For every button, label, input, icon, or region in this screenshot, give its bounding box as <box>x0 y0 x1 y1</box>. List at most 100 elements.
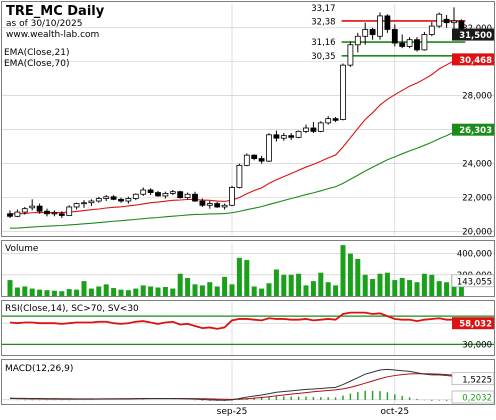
volume-bar <box>133 288 139 296</box>
volume-bar <box>140 285 146 296</box>
volume-bar <box>370 279 376 296</box>
volume-bar <box>111 288 117 296</box>
candle-body <box>384 15 391 30</box>
volume-bar <box>310 281 316 296</box>
candle-body <box>451 20 457 24</box>
macd-hist-tag-bg <box>451 390 495 404</box>
candle-body <box>428 25 435 35</box>
volume-bar <box>74 289 80 296</box>
volume-bar <box>333 285 339 296</box>
ema21-line <box>9 58 462 215</box>
candle-body <box>288 135 295 138</box>
level-label: 31,16 <box>311 38 335 48</box>
volume-bar <box>384 272 390 296</box>
watermark: www.wealth-lab.com <box>6 30 99 40</box>
candle-body <box>140 189 147 195</box>
candle-body <box>377 15 383 37</box>
candle-body <box>44 210 50 215</box>
volume-bar <box>103 284 109 296</box>
candle-body <box>266 134 272 162</box>
price-y-tick-label: 20,000 <box>462 228 492 238</box>
legend-ema21: EMA(Close,21) <box>4 48 69 58</box>
volume-bar <box>44 290 50 296</box>
volume-bar <box>318 272 324 296</box>
candle-body <box>103 196 110 199</box>
candle-body <box>369 29 376 35</box>
volume-bar <box>407 280 413 296</box>
candle-body <box>118 198 124 202</box>
x-tick-label-sep: sep-25 <box>217 407 248 417</box>
volume-bar <box>155 287 161 296</box>
volume-bar <box>303 285 309 296</box>
candle-body <box>362 29 369 37</box>
volume-bar <box>125 290 131 296</box>
level-label: 30,35 <box>311 52 335 62</box>
volume-bar <box>229 284 235 296</box>
volume-value-tag: 143,055 <box>457 277 492 287</box>
level-label: 32,38 <box>311 17 335 27</box>
volume-bar <box>347 253 353 296</box>
candle-body <box>29 205 36 209</box>
macd-line <box>9 368 462 401</box>
volume-bar <box>340 245 346 296</box>
candle-body <box>58 213 65 216</box>
rsi-panel <box>1 300 495 356</box>
volume-bar <box>207 282 213 296</box>
candle-body <box>147 189 154 193</box>
volume-bar <box>14 287 20 296</box>
rsi-y-tick-label: 30,000 <box>462 340 492 350</box>
rsi-value-tag-bg <box>452 317 494 330</box>
candle-body <box>347 44 354 66</box>
volume-bar <box>88 288 94 296</box>
candle-body <box>391 29 398 44</box>
volume-bar <box>325 282 331 296</box>
volume-bar <box>162 286 168 296</box>
candle-body <box>317 122 324 132</box>
volume-bar <box>7 280 13 296</box>
ema70-value-tag-bg <box>452 123 494 136</box>
volume-bar <box>214 286 220 296</box>
volume-bar <box>81 281 87 296</box>
candle-body <box>36 205 43 212</box>
candle-body <box>88 200 95 204</box>
candle-body <box>436 13 443 27</box>
candle-body <box>184 193 191 199</box>
macd-value-tag: 1,5225 <box>462 375 492 385</box>
volume-bar <box>222 276 228 296</box>
volume-bar <box>66 289 72 296</box>
close-value-tag-bg <box>452 28 494 41</box>
volume-bar <box>266 283 272 296</box>
candle-body <box>155 192 161 197</box>
volume-bar <box>273 269 279 296</box>
candle-body <box>66 206 73 216</box>
ema70-value-tag: 26,303 <box>459 126 492 136</box>
candle-body <box>414 39 420 51</box>
candle-body <box>95 198 102 202</box>
volume-bar <box>236 257 242 296</box>
level-label: 33,17 <box>311 4 335 14</box>
volume-bar <box>251 286 257 296</box>
macd-hist-tag: 0,2032 <box>462 394 492 404</box>
rsi-title: RSI(Close,14), SC>70, SV<30 <box>5 304 139 314</box>
candle-body <box>332 118 339 121</box>
volume-bar <box>429 274 435 296</box>
candle-body <box>406 39 413 47</box>
candle-body <box>199 200 206 206</box>
volume-bar <box>185 277 191 296</box>
candle-body <box>21 208 28 213</box>
volume-bar <box>170 288 176 296</box>
candle-body <box>81 202 87 205</box>
candle-body <box>399 42 406 47</box>
macd-title: MACD(12,26,9) <box>5 364 73 374</box>
candle-body <box>421 34 428 51</box>
macd-series <box>9 368 463 403</box>
volume-bar <box>192 284 198 296</box>
volume-bar <box>436 281 442 296</box>
candle-body <box>110 196 117 200</box>
x-tick-label-oct: oct-25 <box>380 407 409 417</box>
candle-body <box>303 127 309 132</box>
volume-value-tag-bg <box>451 274 495 288</box>
volume-bar <box>362 274 368 296</box>
candle-body <box>325 118 332 124</box>
